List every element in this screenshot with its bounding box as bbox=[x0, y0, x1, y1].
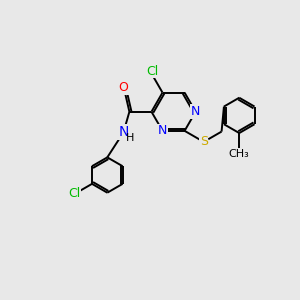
Text: N: N bbox=[118, 125, 129, 139]
Text: N: N bbox=[158, 124, 167, 137]
Text: O: O bbox=[118, 81, 128, 94]
Text: H: H bbox=[126, 133, 134, 142]
Text: Cl: Cl bbox=[146, 65, 158, 78]
Text: N: N bbox=[191, 105, 200, 118]
Text: CH₃: CH₃ bbox=[229, 149, 250, 159]
Text: S: S bbox=[200, 135, 208, 148]
Text: Cl: Cl bbox=[68, 187, 81, 200]
